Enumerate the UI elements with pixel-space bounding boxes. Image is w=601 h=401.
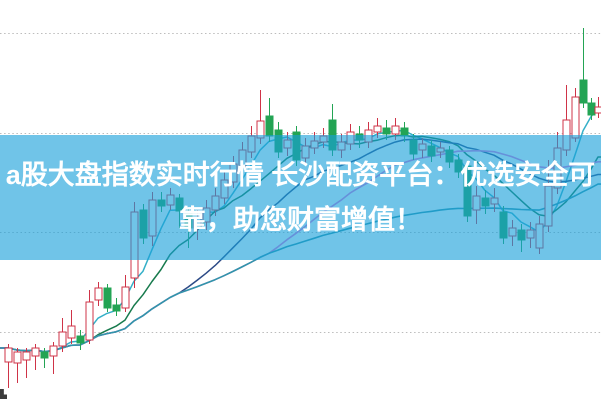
corner-artifact [0, 389, 7, 399]
promo-banner: a股大盘指数实时行情 长沙配资平台：优选安全可 靠，助您财富增值！ [0, 135, 601, 260]
banner-text-line-2: 靠，助您财富增值！ [179, 204, 422, 235]
banner-text-line-1: a股大盘指数实时行情 长沙配资平台：优选安全可 [5, 159, 596, 190]
